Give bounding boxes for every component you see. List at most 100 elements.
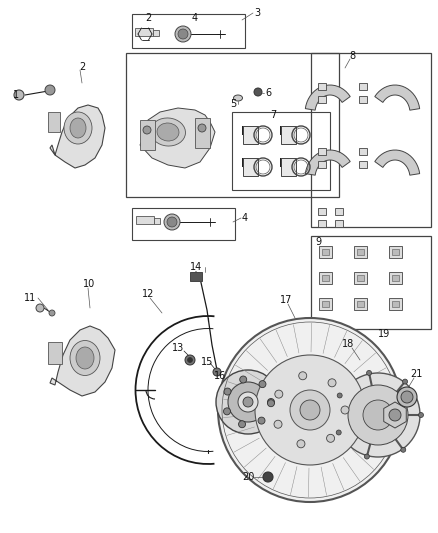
Text: 9: 9 bbox=[315, 237, 321, 247]
Bar bbox=[322, 301, 329, 307]
Bar bbox=[136, 216, 154, 224]
Text: 3: 3 bbox=[254, 8, 260, 18]
Circle shape bbox=[243, 397, 253, 407]
Circle shape bbox=[223, 408, 230, 415]
Polygon shape bbox=[305, 85, 350, 110]
Text: 16: 16 bbox=[214, 371, 226, 381]
Bar bbox=[354, 298, 367, 310]
Polygon shape bbox=[305, 150, 350, 175]
Polygon shape bbox=[375, 85, 420, 110]
Circle shape bbox=[363, 400, 393, 430]
Bar bbox=[140, 120, 155, 150]
Bar bbox=[392, 275, 399, 281]
Circle shape bbox=[224, 388, 231, 395]
Circle shape bbox=[274, 420, 282, 428]
Bar bbox=[154, 218, 160, 224]
Circle shape bbox=[187, 358, 192, 362]
Bar bbox=[359, 83, 367, 90]
Circle shape bbox=[290, 390, 330, 430]
Bar bbox=[335, 220, 343, 227]
Ellipse shape bbox=[76, 347, 94, 369]
Circle shape bbox=[49, 310, 55, 316]
Bar bbox=[153, 30, 159, 36]
Circle shape bbox=[299, 372, 307, 380]
Polygon shape bbox=[50, 105, 105, 168]
Circle shape bbox=[45, 85, 55, 95]
Bar bbox=[354, 272, 367, 284]
Circle shape bbox=[336, 430, 341, 435]
Text: 1: 1 bbox=[13, 90, 19, 100]
Circle shape bbox=[297, 440, 305, 448]
Text: 6: 6 bbox=[265, 88, 271, 98]
Ellipse shape bbox=[64, 112, 92, 144]
Polygon shape bbox=[140, 108, 215, 168]
Text: 19: 19 bbox=[378, 329, 390, 339]
Bar bbox=[357, 249, 364, 255]
Text: 15: 15 bbox=[201, 357, 213, 367]
Bar bbox=[357, 275, 364, 281]
Circle shape bbox=[403, 379, 408, 384]
Bar bbox=[126, 53, 339, 197]
Bar bbox=[354, 246, 367, 258]
Circle shape bbox=[268, 400, 275, 407]
Bar bbox=[322, 249, 329, 255]
Circle shape bbox=[418, 413, 424, 417]
Polygon shape bbox=[375, 150, 420, 175]
Bar bbox=[318, 161, 326, 168]
Circle shape bbox=[367, 370, 371, 375]
Bar bbox=[357, 301, 364, 307]
Bar bbox=[311, 53, 431, 227]
Circle shape bbox=[213, 368, 221, 376]
Circle shape bbox=[364, 454, 369, 459]
Bar bbox=[318, 220, 326, 227]
Text: 13: 13 bbox=[172, 343, 184, 353]
Circle shape bbox=[228, 382, 268, 422]
Circle shape bbox=[198, 124, 206, 132]
Bar bbox=[392, 301, 399, 307]
Bar bbox=[132, 208, 235, 240]
Circle shape bbox=[216, 370, 280, 434]
Bar bbox=[319, 272, 332, 284]
Circle shape bbox=[175, 26, 191, 42]
Text: 7: 7 bbox=[270, 110, 276, 120]
Circle shape bbox=[401, 447, 406, 453]
Bar bbox=[232, 112, 330, 190]
Circle shape bbox=[255, 355, 365, 465]
Bar bbox=[392, 249, 399, 255]
Circle shape bbox=[14, 90, 24, 100]
Circle shape bbox=[389, 409, 401, 421]
Text: 4: 4 bbox=[242, 213, 248, 223]
Circle shape bbox=[218, 318, 402, 502]
Text: 20: 20 bbox=[242, 472, 254, 482]
Circle shape bbox=[240, 376, 247, 383]
Circle shape bbox=[36, 304, 44, 312]
Text: 5: 5 bbox=[230, 99, 236, 109]
Text: 2: 2 bbox=[145, 13, 151, 23]
Circle shape bbox=[397, 387, 417, 407]
Bar bbox=[319, 298, 332, 310]
Ellipse shape bbox=[70, 118, 86, 138]
Bar bbox=[318, 148, 326, 155]
Circle shape bbox=[337, 393, 342, 398]
Text: 21: 21 bbox=[410, 369, 422, 379]
Circle shape bbox=[341, 406, 349, 414]
Bar bbox=[322, 275, 329, 281]
Bar bbox=[318, 83, 326, 90]
Bar bbox=[318, 208, 326, 215]
Ellipse shape bbox=[157, 123, 179, 141]
Circle shape bbox=[258, 417, 265, 424]
Circle shape bbox=[401, 391, 413, 403]
Bar bbox=[243, 126, 258, 144]
Circle shape bbox=[259, 381, 266, 387]
Circle shape bbox=[254, 88, 262, 96]
Text: 4: 4 bbox=[192, 13, 198, 23]
Circle shape bbox=[348, 385, 408, 445]
Bar bbox=[132, 14, 245, 48]
Bar bbox=[389, 272, 402, 284]
Bar bbox=[195, 118, 210, 148]
Circle shape bbox=[238, 392, 258, 412]
Text: 18: 18 bbox=[342, 339, 354, 349]
Bar bbox=[48, 342, 62, 364]
Ellipse shape bbox=[70, 341, 100, 376]
Bar bbox=[281, 126, 296, 144]
